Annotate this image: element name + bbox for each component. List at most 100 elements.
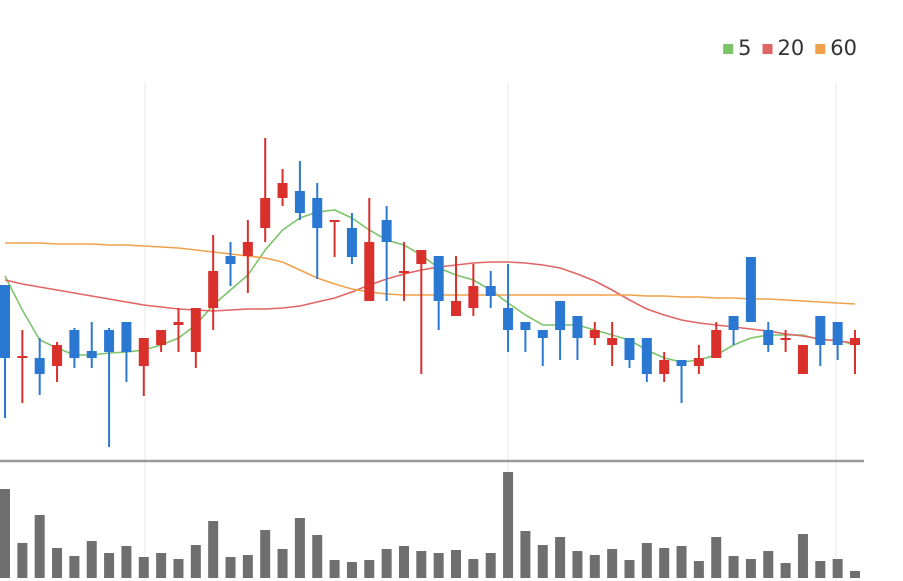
candles (0, 138, 860, 447)
volume-bar (468, 559, 479, 578)
candle-body (277, 183, 288, 198)
candle-body (104, 330, 115, 352)
volume-bar (693, 561, 704, 578)
volume-bar (537, 545, 548, 578)
candle-body (555, 301, 566, 330)
candle-body (572, 316, 583, 338)
candle-body (815, 316, 826, 345)
legend-label: 20 (778, 36, 805, 60)
candle-body (693, 358, 704, 366)
volume-bar (711, 537, 722, 578)
legend-label: 60 (830, 36, 857, 60)
candle-body (468, 286, 479, 308)
candle-body (451, 301, 462, 316)
volume-bar (832, 559, 843, 578)
candle-body (728, 316, 739, 330)
candle-body (242, 242, 253, 256)
candle-body (190, 308, 201, 352)
volume-bar (572, 551, 583, 578)
candle-body (398, 271, 409, 273)
candle-body (156, 330, 167, 345)
candle-body (797, 345, 808, 374)
candle-body (433, 256, 444, 301)
volume-bar (190, 545, 201, 578)
candle-body (260, 198, 271, 228)
volume-bar (416, 551, 427, 578)
volume-bar (589, 555, 600, 578)
volume-bar (780, 563, 791, 578)
volume-bar (850, 571, 860, 578)
legend-swatch (815, 44, 826, 54)
volume-bar (208, 521, 219, 578)
candle-body (589, 330, 600, 338)
candle-body (69, 330, 80, 358)
volume-bar (607, 549, 618, 578)
volume-bar (485, 553, 496, 578)
candle-body (832, 322, 843, 345)
legend-swatch (762, 44, 773, 54)
candle-body (607, 338, 618, 345)
volume-bar (121, 546, 132, 578)
volume-bar (242, 555, 253, 578)
candle-body (138, 338, 149, 366)
legend-label: 5 (738, 36, 751, 60)
volume-bar (815, 561, 826, 578)
volume-bar (728, 556, 739, 578)
candle-body (659, 360, 670, 374)
volume-bar (346, 562, 357, 578)
volume-bar (69, 556, 80, 578)
volume-bar (225, 557, 236, 578)
ma-line (4, 209, 856, 363)
volume-bar (364, 560, 375, 578)
volume-bar (676, 546, 687, 578)
candle-body (416, 250, 427, 264)
volume-bar (659, 548, 670, 578)
volume-bar (763, 551, 774, 578)
candle-body (294, 191, 305, 213)
candle-body (173, 322, 184, 325)
candle-body (537, 330, 548, 338)
volume-bar (156, 553, 167, 578)
candle-body (0, 285, 10, 358)
volume-bar (433, 553, 444, 578)
candle-body (850, 338, 860, 345)
candle-body (745, 257, 756, 322)
candle-body (121, 322, 132, 352)
volume-bar (52, 548, 63, 578)
candle-body (86, 351, 97, 358)
volume-bar (797, 534, 808, 578)
volume-bar (17, 543, 28, 578)
candle-body (52, 345, 63, 366)
candle-body (780, 338, 791, 340)
volume-bar (555, 537, 566, 578)
candle-body (520, 322, 531, 330)
volume-bar (745, 559, 756, 578)
volume-bar (138, 557, 149, 578)
volume-bar (173, 559, 184, 578)
volume-bar (0, 489, 10, 578)
volume-bar (260, 530, 271, 578)
ma-line (4, 261, 856, 344)
candle-body (676, 360, 687, 366)
volume-bar (277, 549, 288, 578)
candle-body (225, 256, 236, 264)
legend: 60 20 5 (723, 36, 857, 60)
candle-body (503, 308, 514, 330)
candle-body (381, 220, 392, 242)
volume-bar (398, 546, 409, 578)
volume-bar (34, 515, 45, 578)
candle-body (208, 271, 219, 308)
volume-bar (329, 560, 340, 578)
volume-bar (503, 472, 514, 578)
volume-bar (86, 541, 97, 578)
candle-body (485, 286, 496, 296)
volume-panel (0, 472, 860, 578)
candle-body (641, 338, 652, 374)
ma-line (5, 242, 856, 305)
volume-bar (641, 543, 652, 578)
candle-body (711, 330, 722, 358)
volume-bar (294, 518, 305, 578)
candle-body (34, 358, 45, 374)
